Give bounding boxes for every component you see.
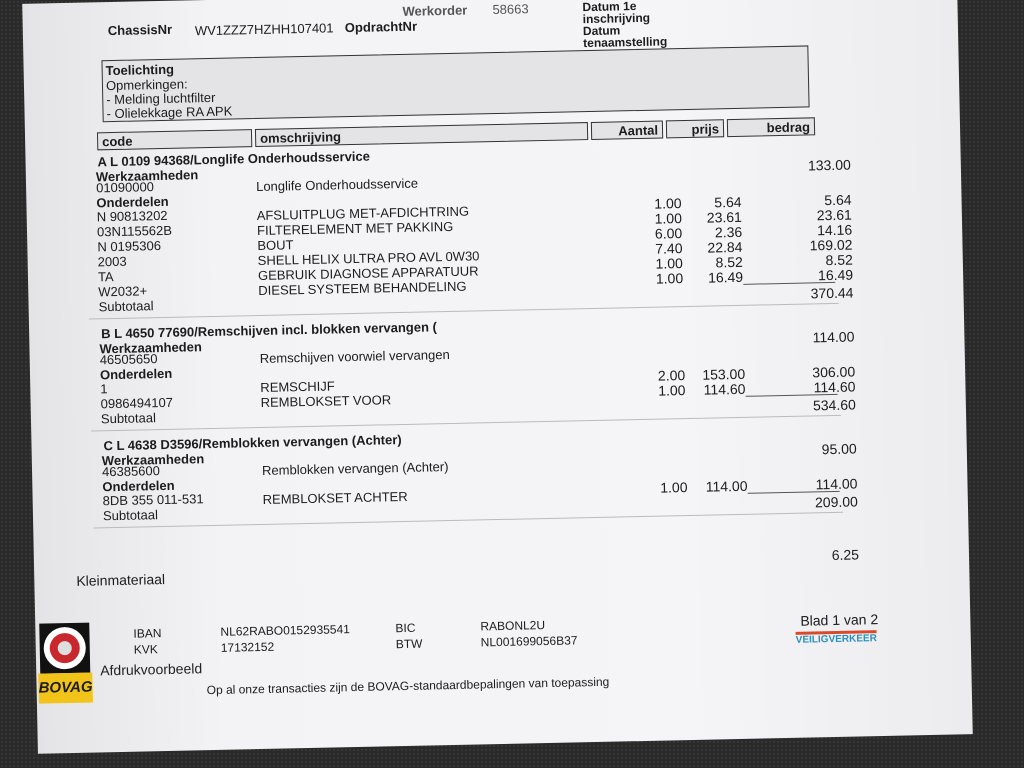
chassis-value: WV1ZZZ7HZHH107401: [194, 20, 334, 39]
opdracht-label: OpdrachtNr: [344, 18, 418, 36]
part-prijs: 16.49: [707, 268, 744, 286]
part-code: N 0195306: [97, 238, 162, 255]
werkorder-value: 58663: [492, 1, 529, 18]
part-desc: REMBLOKSET ACHTER: [262, 488, 408, 507]
bovag-logo: BOVAG: [35, 622, 95, 706]
chassis-label: ChassisNr: [107, 21, 173, 39]
section-title: A L 0109 94368/Longlife Onderhoudsservic…: [97, 148, 371, 170]
kvk-value: 17132152: [220, 639, 275, 655]
part-desc: REMSCHIJF: [260, 378, 335, 395]
werk-desc: Remschijven voorwiel vervangen: [259, 346, 450, 366]
part-row: 2003 SHELL HELIX ULTRA PRO AVL 0W30 7.40 22…: [22, 0, 957, 270]
btw-value: NL001699056B37: [480, 633, 578, 650]
part-desc: REMBLOKSET VOOR: [260, 392, 392, 410]
part-aantal: 1.00: [655, 270, 684, 287]
onderdelen-label: Onderdelen: [99, 365, 173, 383]
part-code: N 90813202: [96, 207, 168, 225]
section-divider: [88, 302, 839, 320]
toelichting-box: Toelichting Opmerkingen: - Melding lucht…: [101, 45, 810, 123]
werkorder-label: Werkorder: [402, 2, 468, 19]
part-code: W2032+: [98, 283, 148, 300]
subtotaal-label: Subtotaal: [102, 507, 159, 524]
bic-label: BIC: [395, 620, 416, 636]
part-row: N 0195306 BOUT 6.00 2.36 14.16: [22, 0, 957, 255]
toelichting-line: - Olielekkage RA APK: [106, 103, 233, 122]
kleinmateriaal-label: Kleinmateriaal: [76, 571, 166, 589]
part-prijs: 114.00: [705, 477, 748, 495]
iban-label: IBAN: [133, 626, 162, 641]
section-divider: [91, 414, 842, 432]
col-prijs: prijs: [665, 119, 725, 139]
part-row: N 90813202 AFSLUITPLUG MET-AFDICHTRING 1.0…: [22, 0, 957, 225]
part-prijs: 114.60: [703, 380, 746, 398]
subtotaal-value: 534.60: [812, 396, 856, 414]
col-bedrag: bedrag: [726, 117, 816, 138]
section-title: C L 4638 D3596/Remblokken vervangen (Ach…: [103, 432, 402, 454]
part-desc: FILTERELEMENT MET PAKKING: [256, 218, 454, 239]
bic-value: RABONL2U: [480, 618, 546, 634]
part-code: TA: [97, 269, 114, 285]
part-aantal: 1.00: [658, 382, 686, 399]
part-desc: DIESEL SYSTEEM BEHANDELING: [258, 278, 467, 298]
part-code: 0986494107: [100, 394, 174, 412]
part-aantal: 1.00: [660, 479, 688, 496]
invoice-page: Werkorder 58663 Datum 1e inschrijving Ch…: [22, 0, 973, 754]
section-divider: [93, 511, 844, 529]
part-row: TA GEBRUIK DIAGNOSE APPARATUUR 1.00 8.52 8.5…: [22, 0, 957, 285]
col-aantal: Aantal: [590, 120, 664, 140]
part-row: 0986494107 REMBLOKSET VOOR 1.00 114.60 114.6…: [22, 0, 957, 412]
werk-desc: Remblokken vervangen (Achter): [261, 459, 449, 478]
part-code: 8DB 355 011-531: [102, 491, 204, 509]
part-code: 2003: [97, 253, 127, 270]
werk-code: 46505650: [99, 351, 158, 368]
werk-bedrag: 133.00: [807, 156, 851, 174]
part-code: 1: [100, 381, 108, 397]
werk-code: 46385600: [101, 463, 161, 480]
werk-desc: Longlife Onderhoudsservice: [255, 175, 419, 195]
kleinmateriaal-bedrag: 6.25: [831, 546, 860, 564]
iban-value: NL62RABO0152935541: [220, 622, 350, 639]
part-desc: BOUT: [257, 237, 294, 254]
col-omschrijving: omschrijving: [254, 122, 589, 148]
terms-text: Op al onze transacties zijn de BOVAG-sta…: [206, 674, 610, 698]
section: A L 0109 94368/Longlife Onderhoudsservic…: [22, 0, 957, 320]
toelichting-title: Toelichting: [105, 61, 175, 79]
werk-code: 01090000: [95, 179, 155, 196]
subtotaal-value: 209.00: [814, 493, 859, 511]
werk-bedrag: 95.00: [821, 440, 857, 458]
subtotaal-label: Subtotaal: [100, 410, 157, 427]
btw-label: BTW: [395, 636, 423, 652]
part-row: 1 REMSCHIJF 2.00 153.00 306.00: [22, 0, 957, 397]
bovag-text: BOVAG: [38, 672, 93, 704]
section: C L 4638 D3596/Remblokken vervangen (Ach…: [22, 0, 957, 529]
col-code: code: [96, 129, 253, 151]
page-number: Blad 1 van 2: [800, 611, 879, 629]
part-row: W2032+ DIESEL SYSTEEM BEHANDELING 1.00 16.4…: [22, 0, 957, 300]
part-row: 03N115562B FILTERELEMENT MET PAKKING 1.00 2…: [22, 0, 957, 240]
section: B L 4650 77690/Remschijven incl. blokken…: [22, 0, 957, 432]
subtotaal-label: Subtotaal: [98, 298, 154, 315]
subtotaal-value: 370.44: [810, 284, 854, 302]
watermark: Afdrukvoorbeeld: [100, 660, 203, 679]
veiligverkeer-logo: VEILIGVERKEER: [795, 630, 877, 646]
werk-bedrag: 114.00: [812, 328, 855, 346]
section-title: B L 4650 77690/Remschijven incl. blokken…: [101, 319, 438, 342]
part-row: 8DB 355 011-531 REMBLOKSET ACHTER 1.00 114.…: [22, 0, 957, 508]
part-code: 03N115562B: [96, 222, 173, 240]
kvk-label: KVK: [133, 642, 158, 657]
